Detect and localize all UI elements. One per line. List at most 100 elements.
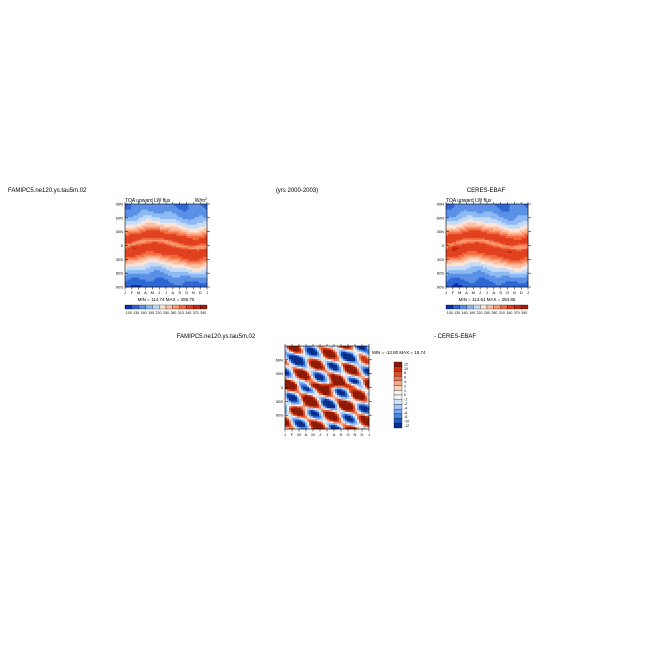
difference-cell: [301, 389, 303, 391]
difference-cell: [351, 367, 353, 369]
model-cell: [141, 268, 143, 270]
difference-cell: [301, 365, 303, 367]
model-cell: [203, 255, 205, 257]
model-ytick-label: 90N: [116, 202, 123, 207]
obs-cell: [481, 274, 483, 276]
obs-cell: [454, 264, 456, 266]
difference-cell: [319, 399, 321, 401]
model-cell: [148, 223, 150, 225]
model-cell: [176, 270, 178, 272]
obs-cell: [497, 232, 499, 234]
model-cell: [195, 232, 197, 234]
difference-cell: [305, 363, 307, 365]
model-cell: [141, 281, 143, 283]
model-cell: [137, 262, 139, 264]
model-cell: [172, 229, 174, 231]
difference-cell: [345, 372, 347, 374]
obs-cell: [452, 251, 454, 253]
difference-cell: [311, 386, 313, 388]
difference-cell: [295, 376, 297, 378]
difference-cell: [305, 371, 307, 373]
difference-cell: [343, 384, 345, 386]
obs-cell: [520, 247, 522, 249]
obs-cell: [493, 279, 495, 281]
obs-cell: [485, 230, 487, 232]
model-cell: [129, 210, 131, 212]
difference-cell: [331, 355, 333, 357]
model-cell: [195, 238, 197, 240]
difference-cell: [303, 376, 305, 378]
obs-cell: [495, 272, 497, 274]
obs-cell: [505, 219, 507, 221]
obs-ytick-label: 30N: [437, 229, 444, 234]
obs-cell: [448, 240, 450, 242]
model-cell: [201, 225, 203, 227]
obs-cell: [477, 272, 479, 274]
model-cell: [133, 213, 135, 215]
difference-cell: [301, 357, 303, 359]
model-cell: [187, 204, 189, 206]
model-cell: [162, 242, 164, 244]
model-cell: [125, 208, 127, 210]
obs-cell: [522, 255, 524, 257]
model-cell: [189, 240, 191, 242]
difference-cell: [347, 391, 349, 393]
model-cell: [203, 240, 205, 242]
difference-cell: [297, 403, 299, 405]
model-cell: [193, 247, 195, 249]
model-cell: [176, 264, 178, 266]
obs-cell: [491, 257, 493, 259]
difference-cell: [297, 363, 299, 365]
obs-cell: [483, 225, 485, 227]
model-cell: [150, 238, 152, 240]
obs-colorbar-swatch: [467, 305, 474, 309]
obs-cell: [483, 272, 485, 274]
model-cell: [156, 229, 158, 231]
difference-cell: [339, 355, 341, 357]
obs-cell: [520, 232, 522, 234]
difference-cell: [359, 361, 361, 363]
obs-cell: [454, 240, 456, 242]
difference-cell: [325, 382, 327, 384]
obs-cell: [522, 227, 524, 229]
difference-cell: [365, 371, 367, 373]
obs-cell: [479, 270, 481, 272]
difference-cell: [351, 386, 353, 388]
obs-cell: [475, 257, 477, 259]
obs-cell: [450, 206, 452, 208]
obs-cell: [479, 242, 481, 244]
difference-cell: [333, 354, 335, 356]
obs-cell: [462, 249, 464, 251]
model-cell: [180, 257, 182, 259]
obs-cell: [471, 283, 473, 285]
difference-cell: [299, 372, 301, 374]
model-cell: [156, 212, 158, 214]
model-xtick-label: A: [171, 290, 174, 295]
obs-cell: [514, 219, 516, 221]
obs-cell: [477, 257, 479, 259]
difference-cell: [333, 376, 335, 378]
model-cell: [152, 229, 154, 231]
difference-cell: [349, 391, 351, 393]
model-cell: [170, 210, 172, 212]
obs-cell: [467, 278, 469, 280]
obs-cell: [483, 244, 485, 246]
model-cell: [135, 213, 137, 215]
obs-cell: [471, 213, 473, 215]
obs-cell: [475, 278, 477, 280]
model-cell: [203, 242, 205, 244]
difference-cell: [339, 391, 341, 393]
obs-xtick-label: A: [465, 290, 468, 295]
model-cell: [178, 238, 180, 240]
model-cell: [166, 206, 168, 208]
model-cell: [176, 247, 178, 249]
difference-cell: [299, 403, 301, 405]
obs-cell: [471, 236, 473, 238]
difference-cell: [353, 397, 355, 399]
difference-cell: [339, 354, 341, 356]
model-cell: [131, 268, 133, 270]
obs-cell: [479, 272, 481, 274]
model-cell: [125, 253, 127, 255]
obs-cell: [510, 257, 512, 259]
difference-cell: [297, 376, 299, 378]
